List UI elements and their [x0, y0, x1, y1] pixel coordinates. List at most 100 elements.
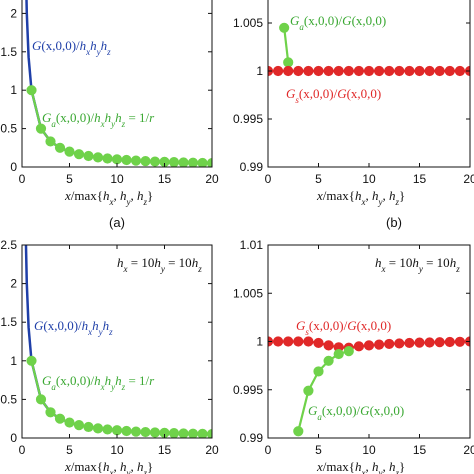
panel-2-point-2-19	[444, 65, 455, 77]
panel-2-x-tick-label-1: 0	[265, 172, 272, 186]
panel-4-point-1-17	[424, 337, 435, 348]
panel-3-point-2-4	[54, 413, 66, 424]
panel-1-point-2-16	[168, 157, 180, 167]
panel-2-point-2-3	[283, 65, 294, 77]
panel-2-panel-label: (b)	[386, 215, 402, 230]
panel-4-point-1-13	[384, 338, 395, 350]
panel-1-point-2-14	[149, 156, 161, 167]
panel-2-point-2-4	[293, 65, 304, 77]
panel-4-annotation: hx = 10hy = 10hz	[375, 255, 460, 274]
panel-4-y-tick-label-2: 0.995	[233, 383, 263, 397]
panel-3-y-tick-label-1: 0	[10, 431, 17, 445]
panel-2-x-tick-label-3: 10	[362, 172, 376, 186]
panel-4-point-1-6	[313, 337, 324, 349]
panel-4-y-tick-label-1: 0.99	[240, 431, 264, 445]
panel-2-point-2-2	[273, 65, 284, 77]
panel-4-point-1-16	[414, 337, 425, 348]
panel-3-point-2-10	[111, 425, 123, 436]
panel-3-point-2-17	[178, 428, 189, 438]
panel-3-x-tick-label-5: 20	[205, 443, 219, 457]
panel-3-annotation: hx = 10hy = 10hz	[117, 255, 202, 274]
panel-2-x-axis-label: x/max{hx, hy, hz}	[316, 188, 405, 207]
panel-4-y-tick-label-5: 1.01	[240, 238, 264, 252]
panel-3-point-2-14	[149, 427, 161, 438]
panel-4-y-tick-label-4: 1.005	[233, 286, 263, 300]
panel-2-point-2-11	[363, 65, 375, 77]
panel-2-point-2-10	[353, 65, 364, 77]
panel-2-x-tick-label-2: 5	[315, 172, 322, 186]
panel-3-point-2-9	[102, 424, 113, 435]
panel-4-point-1-2	[273, 336, 284, 347]
panel-1-plot-area	[25, 0, 212, 167]
panel-1-label-exact: G(x,0,0)/hxhyhz	[32, 38, 111, 57]
panel-4-point-1-20	[454, 336, 465, 347]
panel-3-point-2-12	[130, 426, 142, 437]
panel-1-x-tick-label-4: 15	[158, 172, 172, 186]
panel-4-x-tick-label-4: 15	[413, 443, 427, 457]
panel-4-point-2-5	[333, 348, 344, 360]
panel-2-point-2-7	[323, 65, 334, 77]
panel-4-label-smooth: Gs(x,0,0)/G(x,0,0)	[296, 318, 391, 337]
panel-1-x-axis-label: x/max{hx, hy, hz}	[64, 188, 153, 207]
panel-3-point-2-11	[121, 425, 132, 437]
panel-4-x-tick-label-2: 5	[315, 443, 322, 457]
panel-3-point-2-5	[64, 417, 75, 428]
panel-4-x-tick-label-3: 10	[362, 443, 376, 457]
panel-1-y-tick-label-1: 0	[10, 160, 17, 174]
panel-1-point-2-9	[102, 153, 113, 164]
panel-2-label-approx: Ga(x,0,0)/G(x,0,0)	[290, 13, 386, 32]
panel-2-point-1-1	[279, 22, 290, 33]
panel-2-point-2-16	[414, 65, 425, 77]
panel-4-point-1-3	[283, 336, 294, 347]
panel-4-x-axis-label: x/max{hx, hy, hz}	[316, 459, 405, 474]
panel-1-point-2-7	[83, 150, 94, 162]
panel-3-x-tick-label-3: 10	[110, 443, 124, 457]
panel-4-point-2-3	[313, 366, 324, 377]
panel-3-point-2-16	[168, 428, 180, 438]
panel-3-y-tick-label-2: 0.5	[0, 392, 17, 406]
panel-2-point-2-14	[394, 65, 405, 77]
panel-3-point-2-3	[45, 407, 56, 418]
panel-2-point-2-6	[313, 65, 324, 77]
panel-3-point-2-7	[83, 421, 94, 433]
panel-3-y-tick-label-3: 1	[10, 354, 17, 368]
panel-2-y-tick-label-4: 1.005	[233, 16, 263, 30]
panel-1-y-tick-label-5: 2	[10, 6, 17, 20]
panel-3-point-2-6	[73, 420, 85, 431]
panel-2-point-2-12	[374, 65, 385, 77]
panel-4-point-1-4	[293, 336, 304, 347]
panel-1-point-2-11	[121, 154, 132, 166]
panel-2-x-tick-label-5: 20	[463, 172, 474, 186]
panel-4-point-1-14	[394, 338, 405, 349]
panel-1-point-2-18	[187, 157, 199, 167]
panel-4-point-1-11	[363, 340, 375, 351]
panel-2-y-tick-label-1: 0.99	[240, 160, 264, 174]
panel-2-point-2-8	[333, 65, 344, 77]
panel-1-point-2-13	[140, 155, 151, 167]
panel-4-plot-area	[268, 336, 470, 437]
panel-1-y-tick-label-3: 1	[10, 83, 17, 97]
panel-3-point-2-2	[35, 394, 47, 405]
panel-1-point-2-3	[45, 136, 56, 147]
panel-1-y-tick-label-4: 1.5	[0, 45, 17, 59]
panel-1-x-tick-label-1: 0	[19, 172, 26, 186]
panel-4-point-2-2	[303, 385, 314, 396]
panel-1-point-2-8	[92, 152, 104, 163]
panel-2-point-2-13	[384, 65, 395, 77]
panel-4-point-1-7	[323, 340, 334, 351]
panel-3-y-tick-label-4: 1.5	[0, 315, 17, 329]
panel-4-point-2-1	[293, 426, 304, 437]
panel-2-point-2-17	[424, 65, 435, 77]
panel-4-point-1-19	[444, 336, 455, 348]
panel-1-point-2-10	[111, 154, 123, 165]
panel-1-point-2-12	[130, 155, 142, 166]
panel-1-point-2-2	[35, 123, 47, 134]
panel-3-y-tick-label-5: 2	[10, 277, 17, 291]
panel-2-point-2-20	[454, 65, 465, 77]
panel-1-point-2-6	[73, 149, 85, 160]
panel-3-point-2-8	[92, 423, 104, 434]
panel-3-x-tick-label-1: 0	[19, 443, 26, 457]
panel-4-x-tick-label-5: 20	[463, 443, 474, 457]
panel-1-point-2-5	[64, 146, 75, 157]
